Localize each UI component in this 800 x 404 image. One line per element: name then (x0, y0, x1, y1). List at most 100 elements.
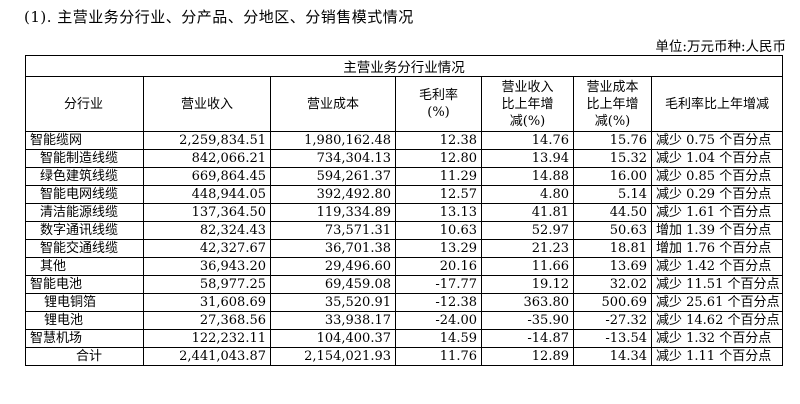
industry-cell: 智慧机场 (25, 329, 144, 348)
margin-cell: 10.63 (395, 221, 482, 240)
table-row: 智能缆网 2,259,834.51 1,980,162.48 12.38 14.76 15… (25, 131, 784, 150)
industry-cell: 智能电网线缆 (25, 185, 144, 204)
table-row: 智慧机场 122,232.11 104,400.37 14.59 -14.87 -13.5… (25, 329, 784, 348)
cost-change-cell: 18.81 (573, 239, 652, 258)
revenue-cell: 2,441,043.87 (143, 347, 271, 366)
margin-change-cell: 减少 14.62 个百分点 (650, 311, 784, 330)
margin-cell: 20.16 (395, 257, 482, 276)
revenue-cell: 27,368.56 (143, 311, 271, 330)
table-row: 清洁能源线缆 137,364.50 119,334.89 13.13 41.81 44.5… (25, 203, 784, 222)
header-industry: 分行业 (25, 76, 144, 132)
revenue-change-cell: 21.23 (481, 239, 574, 258)
cost-cell: 29,496.60 (270, 257, 396, 276)
header-cost-change-line1: 营业成本 (586, 79, 639, 95)
cost-cell: 36,701.38 (270, 239, 396, 258)
cost-change-cell: 16.00 (573, 167, 652, 186)
cost-cell: 33,938.17 (270, 311, 396, 330)
cost-change-cell: 15.32 (573, 149, 652, 168)
table-row: 绿色建筑线缆 669,864.45 594,261.37 11.29 14.88 16.0… (25, 167, 784, 186)
revenue-cell: 448,944.05 (143, 185, 271, 204)
revenue-cell: 137,364.50 (143, 203, 271, 222)
table-row: 智能交通线缆 42,327.67 36,701.38 13.29 21.23 18.81 增… (25, 239, 784, 258)
revenue-change-cell: 363.80 (481, 293, 574, 312)
table-title: 主营业务分行业情况 (24, 55, 784, 77)
margin-change-cell: 增加 1.39 个百分点 (650, 221, 784, 240)
industry-cell: 清洁能源线缆 (25, 203, 144, 222)
table-body: 智能缆网 2,259,834.51 1,980,162.48 12.38 14.76 15… (25, 131, 784, 366)
header-row: 分行业 营业收入 营业成本 毛利率 (%) 营业收入 比上年增 减(%) 营业成… (25, 76, 784, 132)
margin-cell: 11.76 (395, 347, 482, 366)
margin-change-cell: 减少 0.85 个百分点 (650, 167, 784, 186)
margin-change-cell: 减少 1.42 个百分点 (650, 257, 784, 276)
margin-cell: -12.38 (395, 293, 482, 312)
table-row: 智能电网线缆 448,944.05 392,492.80 12.57 4.80 5.14 减… (25, 185, 784, 204)
revenue-change-cell: 14.88 (481, 167, 574, 186)
header-margin-line2: (%) (427, 105, 450, 120)
table-row: 智能电池 58,977.25 69,459.08 -17.77 19.12 32.02 减少… (25, 275, 784, 294)
unit-note: 单位:万元币种:人民币 (655, 39, 786, 55)
margin-change-cell: 减少 1.32 个百分点 (650, 329, 784, 348)
revenue-cell: 58,977.25 (143, 275, 271, 294)
cost-cell: 69,459.08 (270, 275, 396, 294)
header-revenue-change-line1: 营业收入 (501, 79, 554, 95)
cost-change-cell: 50.63 (573, 221, 652, 240)
cost-cell: 119,334.89 (270, 203, 396, 222)
header-margin-line1: 毛利率 (418, 88, 458, 103)
industry-cell: 合计 (25, 347, 144, 366)
industry-cell: 其他 (25, 257, 144, 276)
header-cost-change-line2: 比上年增 (586, 96, 639, 112)
revenue-change-cell: 12.89 (481, 347, 574, 366)
header-cost: 营业成本 (270, 76, 396, 132)
cost-change-cell: 15.76 (573, 131, 652, 150)
margin-change-cell: 减少 25.61 个百分点 (650, 293, 784, 312)
table-row: 锂电池 27,368.56 33,938.17 -24.00 -35.90 -27.32 减… (25, 311, 784, 330)
revenue-change-cell: 19.12 (481, 275, 574, 294)
margin-change-cell: 减少 1.11 个百分点 (650, 347, 784, 366)
revenue-change-cell: 41.81 (481, 203, 574, 222)
revenue-change-cell: 11.66 (481, 257, 574, 276)
industry-cell: 绿色建筑线缆 (25, 167, 144, 186)
industry-cell: 锂电池 (25, 311, 144, 330)
margin-cell: -17.77 (395, 275, 482, 294)
cost-change-cell: 13.69 (573, 257, 652, 276)
cost-change-cell: 32.02 (573, 275, 652, 294)
industry-cell: 智能电池 (25, 275, 144, 294)
cost-cell: 1,980,162.48 (270, 131, 396, 150)
section-heading: (1). 主营业务分行业、分产品、分地区、分销售模式情况 (24, 8, 414, 26)
cost-cell: 2,154,021.93 (270, 347, 396, 366)
header-revenue: 营业收入 (143, 76, 271, 132)
revenue-change-cell: 13.94 (481, 149, 574, 168)
revenue-change-cell: -35.90 (481, 311, 574, 330)
industry-cell: 锂电铜箔 (25, 293, 144, 312)
cost-change-cell: 44.50 (573, 203, 652, 222)
cost-change-cell: 500.69 (573, 293, 652, 312)
table-row: 数字通讯线缆 82,324.43 73,571.31 10.63 52.97 50.63 增… (25, 221, 784, 240)
revenue-cell: 36,943.20 (143, 257, 271, 276)
margin-cell: 12.80 (395, 149, 482, 168)
industry-cell: 智能缆网 (25, 131, 144, 150)
header-cost-change: 营业成本 比上年增 减(%) (573, 76, 652, 132)
revenue-cell: 842,066.21 (143, 149, 271, 168)
margin-cell: -24.00 (395, 311, 482, 330)
revenue-cell: 2,259,834.51 (143, 131, 271, 150)
table-row: 智能制造线缆 842,066.21 734,304.13 12.80 13.94 15.3… (25, 149, 784, 168)
revenue-cell: 122,232.11 (143, 329, 271, 348)
margin-change-cell: 减少 11.51 个百分点 (650, 275, 784, 294)
header-revenue-change: 营业收入 比上年增 减(%) (481, 76, 574, 132)
revenue-cell: 669,864.45 (143, 167, 271, 186)
cost-cell: 35,520.91 (270, 293, 396, 312)
industry-cell: 智能交通线缆 (25, 239, 144, 258)
revenue-change-cell: 14.76 (481, 131, 574, 150)
cost-change-cell: -27.32 (573, 311, 652, 330)
cost-change-cell: 14.34 (573, 347, 652, 366)
margin-cell: 14.59 (395, 329, 482, 348)
margin-change-cell: 增加 1.76 个百分点 (650, 239, 784, 258)
margin-cell: 11.29 (395, 167, 482, 186)
header-cost-change-line3: 减(%) (594, 113, 631, 129)
revenue-cell: 31,608.69 (143, 293, 271, 312)
margin-cell: 13.29 (395, 239, 482, 258)
header-revenue-change-line2: 比上年增 (501, 96, 554, 112)
margin-change-cell: 减少 1.04 个百分点 (650, 149, 784, 168)
revenue-cell: 42,327.67 (143, 239, 271, 258)
margin-cell: 13.13 (395, 203, 482, 222)
